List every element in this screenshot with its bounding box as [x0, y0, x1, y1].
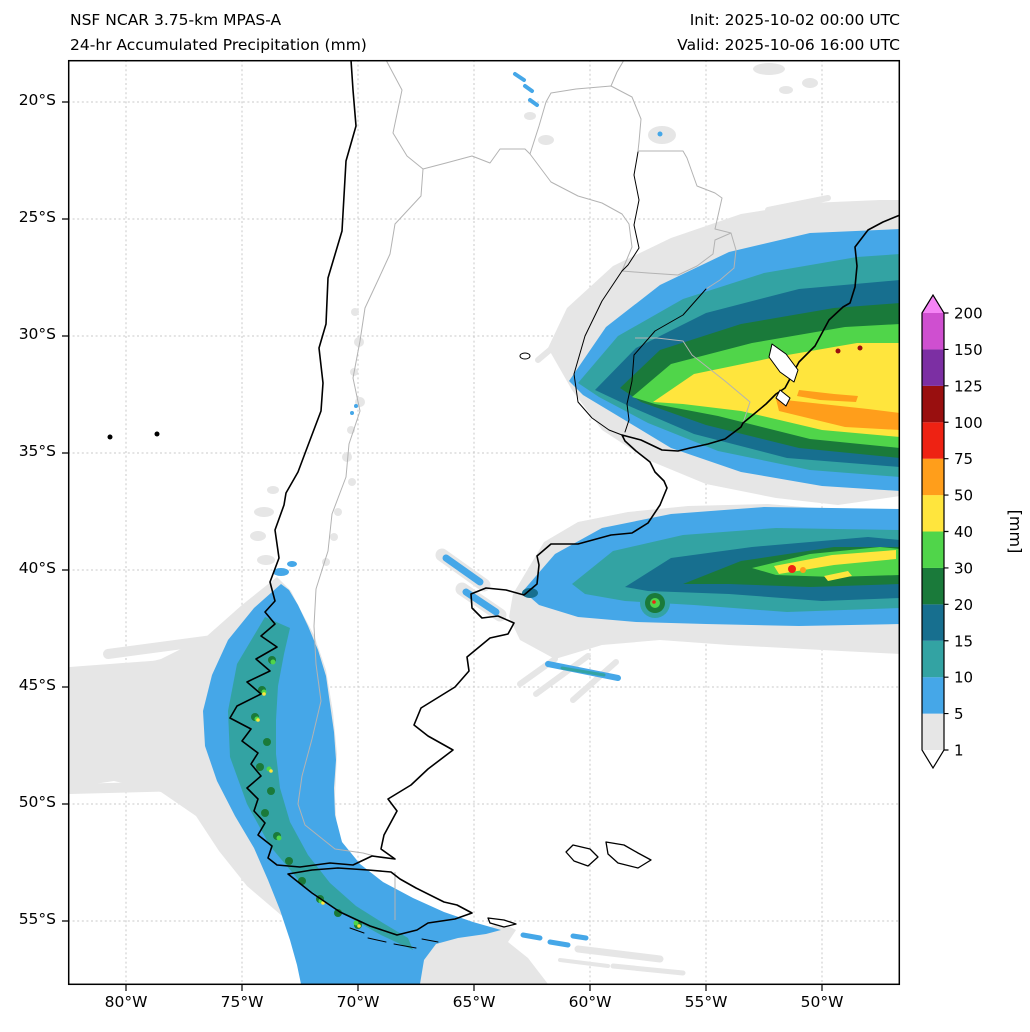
paraguay-river [621, 151, 640, 272]
falkland-west [565, 844, 599, 867]
cape-horn-islands [349, 927, 439, 949]
run-times: Init: 2025-10-02 00:00 UTC Valid: 2025-1… [677, 8, 900, 58]
product-title: 24-hr Accumulated Precipitation (mm) [70, 35, 367, 54]
country-borders [297, 60, 751, 920]
svg-text:150: 150 [954, 341, 983, 359]
svg-text:75: 75 [954, 450, 973, 468]
svg-text:10: 10 [954, 669, 973, 687]
graticule [68, 60, 900, 985]
colorbar: 1 5 10 15 20 30 40 50 75 100 125 150 200… [921, 293, 1025, 770]
precip-layer-50mm [776, 390, 900, 573]
juan-fernandez-island [107, 434, 113, 440]
model-title: NSF NCAR 3.75-km MPAS-A [70, 11, 282, 29]
axis-ticks [62, 101, 823, 991]
lon-tick-label: 75°W [220, 993, 264, 1011]
mar-chiquita-lake [519, 352, 531, 360]
lon-tick-label: 80°W [104, 993, 148, 1011]
valid-time: Valid: 2025-10-06 16:00 UTC [677, 35, 900, 54]
lagoa-dos-patos [768, 343, 799, 383]
map-frame [67, 59, 901, 986]
svg-text:30: 30 [954, 559, 973, 577]
parana-river [573, 270, 623, 436]
svg-text:125: 125 [954, 377, 983, 395]
svg-text:100: 100 [954, 414, 983, 432]
lat-tick-label: 40°S [18, 559, 56, 577]
lat-tick-label: 50°S [18, 793, 56, 811]
svg-text:15: 15 [954, 632, 973, 650]
staten-island [487, 917, 517, 928]
lon-tick-label: 55°W [684, 993, 728, 1011]
coastline [107, 60, 900, 949]
falkland-east [605, 841, 652, 869]
colorbar-over-arrow [922, 295, 944, 313]
lon-tick-label: 70°W [336, 993, 380, 1011]
lat-tick-label: 20°S [18, 91, 56, 109]
init-time: Init: 2025-10-02 00:00 UTC [689, 11, 900, 29]
precipitation-map [62, 59, 901, 991]
uruguay-river [624, 288, 707, 433]
map-canvas [62, 59, 901, 991]
svg-text:20: 20 [954, 596, 973, 614]
lat-tick-label: 45°S [18, 676, 56, 694]
lat-tick-label: 55°S [18, 910, 56, 928]
svg-text:1: 1 [954, 742, 964, 760]
colorbar-segments [922, 295, 944, 768]
svg-text:40: 40 [954, 523, 973, 541]
precip-layer-100mm [835, 345, 863, 354]
colorbar-labels: 1 5 10 15 20 30 40 50 75 100 125 150 200 [954, 305, 983, 760]
figure-title: NSF NCAR 3.75-km MPAS-A 24-hr Accumulate… [70, 8, 367, 58]
precip-layer-75mm [652, 565, 796, 604]
colorbar-under-arrow [922, 750, 944, 768]
svg-text:200: 200 [954, 305, 983, 323]
lon-tick-label: 50°W [800, 993, 844, 1011]
lon-tick-label: 60°W [568, 993, 612, 1011]
colorbar-unit: [mm] [1006, 510, 1025, 554]
lat-tick-label: 35°S [18, 442, 56, 460]
svg-text:5: 5 [954, 705, 964, 723]
juan-fernandez-island [154, 431, 160, 437]
colorbar-ticks [944, 312, 949, 751]
lat-tick-label: 25°S [18, 208, 56, 226]
tierra-del-fuego-coast [287, 867, 473, 936]
lat-tick-label: 30°S [18, 325, 56, 343]
lon-tick-label: 65°W [452, 993, 496, 1011]
lagoa-mirim [775, 389, 791, 407]
svg-text:50: 50 [954, 487, 973, 505]
